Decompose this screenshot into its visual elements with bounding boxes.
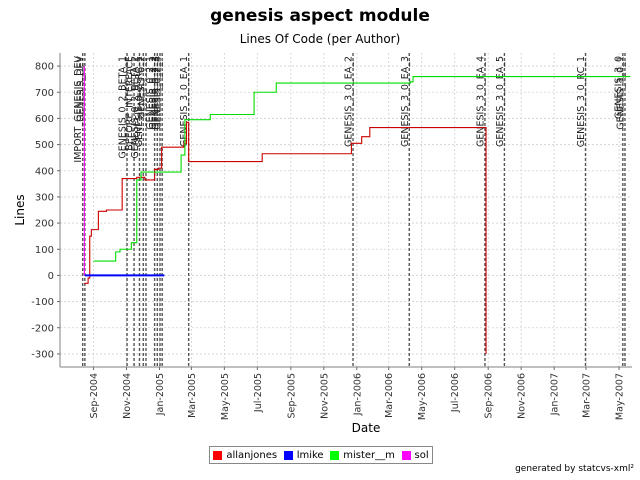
x-tick-label: Sep-2006 — [484, 373, 495, 419]
legend-item-sol: sol — [401, 449, 429, 461]
marker-label: GENESIS_0_2_4 — [153, 56, 164, 130]
legend-swatch-lmike — [283, 450, 293, 460]
marker-label: GENESIS_0_2_1 — [145, 56, 156, 130]
x-tick-label: Nov-2005 — [319, 373, 330, 419]
y-tick-label: 400 — [35, 166, 54, 177]
y-tick-label: -200 — [31, 323, 54, 334]
x-tick-label: Jul-2005 — [253, 373, 264, 413]
legend-label-lmike: lmike — [296, 449, 324, 461]
marker-label: BEFORE_INTERFACE — [125, 56, 136, 151]
legend-label-allanjones: allanjones — [226, 449, 278, 461]
x-tick-label: Jul-2006 — [450, 373, 461, 413]
marker-label: GENESIS_0_2_3 — [151, 56, 162, 130]
x-tick-label: May-2005 — [220, 373, 231, 420]
marker-label: GENESIS_3_0_EA_4 — [475, 56, 486, 147]
y-tick-label: -100 — [31, 297, 54, 308]
legend: allanjones lmike mister__m sol — [209, 446, 433, 464]
series-line-mister-m — [93, 76, 631, 262]
marker-label: GENESIS_3_0_RC_1 — [576, 56, 587, 147]
x-tick-label: May-2007 — [615, 373, 626, 420]
marker-label: GENESIS_3_0 — [613, 56, 624, 119]
y-tick-label: 0 — [48, 271, 54, 282]
x-tick-label: Sep-2004 — [89, 373, 100, 419]
marker-label: GENESIS_3_0_1 — [615, 56, 626, 130]
plot-area — [60, 53, 632, 367]
series-line-allanjones — [84, 121, 487, 354]
marker-label: GENESIS_DEV — [75, 56, 86, 122]
y-tick-label: 200 — [35, 219, 54, 230]
x-tick-label: Nov-2004 — [122, 373, 133, 419]
y-tick-label: 700 — [35, 88, 54, 99]
y-tick-label: 600 — [35, 114, 54, 125]
x-tick-label: Nov-2006 — [517, 373, 528, 419]
x-tick-label: Mar-2007 — [582, 373, 593, 418]
chart-title: genesis aspect module — [210, 6, 430, 26]
marker-label: GENESIS_0_2_2 — [148, 56, 159, 130]
x-tick-label: Mar-2005 — [187, 373, 198, 418]
x-axis-label: Date — [352, 421, 381, 435]
marker-label: GENESIS_3_0_EA_1 — [179, 56, 190, 147]
legend-item-allanjones: allanjones — [213, 450, 277, 461]
marker-label: GENESIS_3_0_EA_5 — [495, 56, 506, 147]
legend-swatch-allanjones — [213, 450, 223, 460]
x-tick-label: May-2006 — [417, 373, 428, 420]
legend-swatch-mister-m — [330, 450, 340, 460]
chart-subtitle: Lines Of Code (per Author) — [239, 32, 401, 46]
legend-label-sol: sol — [414, 449, 429, 461]
y-tick-label: 800 — [35, 62, 54, 73]
marker-label: GENESIS_0_2_RC_1 — [134, 56, 145, 147]
credit-text: generated by statcvs-xml² — [515, 464, 634, 474]
legend-item-mister-m: mister__m — [330, 450, 395, 461]
marker-label: IMPORT_GENESIS_DEV — [73, 56, 84, 163]
marker-label: GENESIS_0_2 — [136, 56, 147, 119]
legend-item-lmike: lmike — [283, 449, 324, 461]
x-tick-label: Mar-2006 — [384, 373, 395, 418]
y-tick-label: 300 — [35, 192, 54, 203]
y-tick-label: -300 — [31, 349, 54, 360]
marker-label: GENESIS_0_2_BETA_1 — [118, 56, 129, 159]
y-tick-label: 500 — [35, 140, 54, 151]
marker-label: GENESIS_3_0_EA_3 — [400, 56, 411, 147]
marker-label: GENESIS_0_2_BETA_2 — [130, 56, 141, 159]
x-tick-label: Jan-2005 — [155, 373, 166, 416]
legend-label-mister-m: mister__m — [343, 449, 395, 461]
x-tick-label: Jan-2007 — [550, 373, 561, 416]
y-tick-label: 100 — [35, 245, 54, 256]
y-axis-label: Lines — [13, 194, 27, 225]
x-tick-label: Sep-2005 — [286, 373, 297, 419]
marker-label: GENESIS_3_0_EA_2 — [344, 56, 355, 147]
legend-swatch-sol — [401, 450, 411, 460]
x-tick-label: Jan-2006 — [352, 373, 363, 416]
